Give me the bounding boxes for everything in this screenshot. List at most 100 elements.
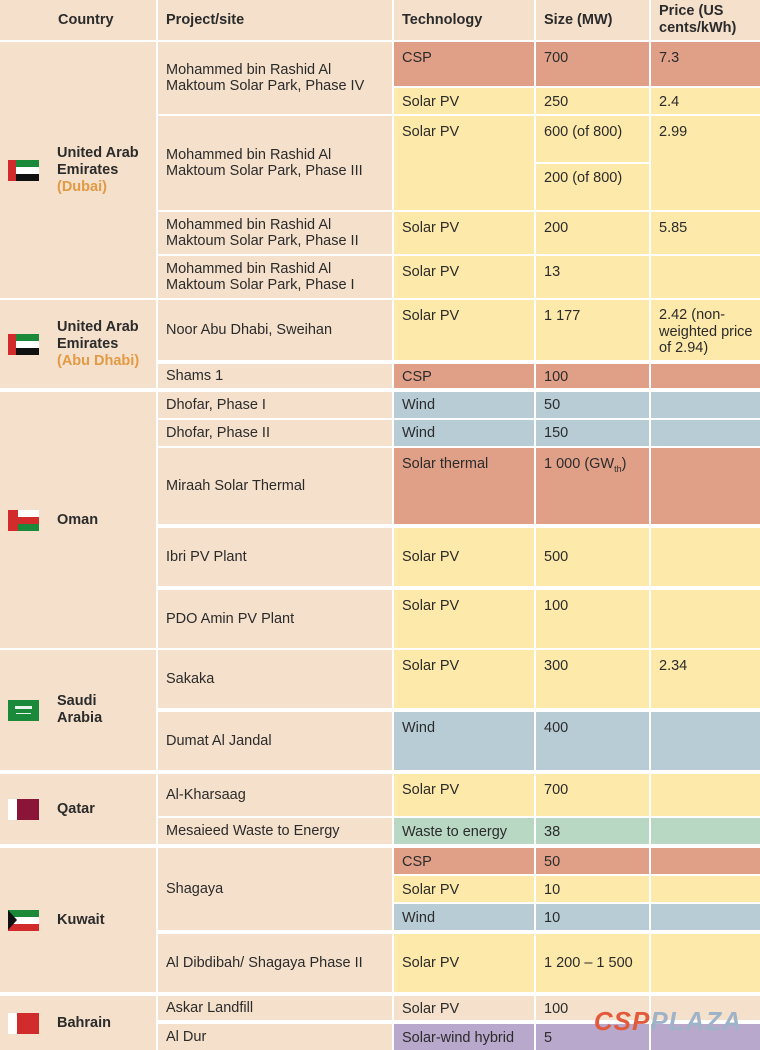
project-cell: Mohammed bin Rashid Al Maktoum Solar Par…	[158, 256, 392, 298]
uae-flag-icon	[8, 333, 39, 355]
price-cell-empty	[651, 420, 760, 446]
size-cell: 200	[536, 212, 649, 254]
project-cell: Al Dibdibah/ Shagaya Phase II	[158, 934, 392, 992]
country-name: Oman	[57, 511, 99, 528]
technology-cell: Solar PV	[394, 116, 534, 210]
size-cell: 100	[536, 590, 649, 648]
price-cell-empty	[651, 528, 760, 586]
size-cell: 5	[536, 1024, 649, 1050]
project-cell: Mesaieed Waste to Energy	[158, 818, 392, 844]
size-value: 1 000 (GW	[544, 456, 615, 472]
header-technology: Technology	[394, 0, 534, 40]
oman-flag-icon	[8, 509, 39, 531]
price-cell: 2.42 (non-weighted price of 2.94)	[651, 300, 760, 360]
size-cell: 600 (of 800)	[536, 116, 649, 162]
technology-cell: Solar PV	[394, 88, 534, 114]
size-cell: 10	[536, 904, 649, 930]
country-subname: (Abu Dhabi)	[57, 352, 140, 369]
project-cell: Sakaka	[158, 650, 392, 708]
country-uae-dubai: United Arab Emirates (Dubai)	[0, 42, 156, 298]
country-saudi-arabia: Saudi Arabia	[0, 650, 156, 770]
header-size: Size (MW)	[536, 0, 649, 40]
price-cell-empty	[651, 590, 760, 648]
size-cell: 400	[536, 712, 649, 770]
price-cell-empty	[651, 876, 760, 902]
size-cell: 150	[536, 420, 649, 446]
project-cell: Dhofar, Phase II	[158, 420, 392, 446]
kuwait-flag-icon	[8, 909, 39, 931]
size-cell: 50	[536, 848, 649, 874]
size-subscript: th	[614, 463, 622, 474]
price-cell: 2.34	[651, 650, 760, 708]
size-cell: 100	[536, 996, 649, 1020]
price-cell-empty	[651, 712, 760, 770]
price-cell-empty	[651, 392, 760, 418]
size-cell: 700	[536, 42, 649, 86]
technology-cell: Solar PV	[394, 300, 534, 360]
price-cell-empty	[651, 848, 760, 874]
watermark-logo: CSPPLAZA	[594, 1006, 742, 1037]
project-cell: Shams 1	[158, 364, 392, 388]
country-bahrain: Bahrain	[0, 996, 156, 1050]
technology-cell: CSP	[394, 42, 534, 86]
size-cell: 1 000 (GWth)	[536, 448, 649, 524]
technology-cell: Solar PV	[394, 528, 534, 586]
project-cell: Askar Landfill	[158, 996, 392, 1020]
size-cell: 300	[536, 650, 649, 708]
technology-cell: Wind	[394, 392, 534, 418]
project-cell: Mohammed bin Rashid Al Maktoum Solar Par…	[158, 42, 392, 114]
country-name: Saudi Arabia	[57, 693, 103, 726]
price-cell-empty	[651, 364, 760, 388]
price-cell: 2.4	[651, 88, 760, 114]
saudi-flag-icon	[8, 699, 39, 721]
technology-cell: Solar-wind hybrid	[394, 1024, 534, 1050]
price-cell-empty	[651, 904, 760, 930]
technology-cell: Wind	[394, 904, 534, 930]
size-cell: 100	[536, 364, 649, 388]
technology-cell: CSP	[394, 364, 534, 388]
size-cell: 500	[536, 528, 649, 586]
price-cell-empty	[651, 256, 760, 298]
header-price: Price (US cents/kWh)	[651, 0, 760, 40]
technology-cell: Solar PV	[394, 590, 534, 648]
technology-cell: Waste to energy	[394, 818, 534, 844]
price-cell-empty	[651, 774, 760, 816]
price-cell-empty	[651, 818, 760, 844]
size-cell: 13	[536, 256, 649, 298]
technology-cell: Solar PV	[394, 774, 534, 816]
technology-cell: Wind	[394, 420, 534, 446]
size-cell: 250	[536, 88, 649, 114]
country-oman: Oman	[0, 392, 156, 648]
country-uae-abu-dhabi: United Arab Emirates (Abu Dhabi)	[0, 300, 156, 388]
price-cell-empty	[651, 448, 760, 524]
project-cell: Noor Abu Dhabi, Sweihan	[158, 300, 392, 360]
project-cell: Dumat Al Jandal	[158, 712, 392, 770]
technology-cell: Solar thermal	[394, 448, 534, 524]
project-cell: Mohammed bin Rashid Al Maktoum Solar Par…	[158, 212, 392, 254]
project-cell: PDO Amin PV Plant	[158, 590, 392, 648]
size-cell: 700	[536, 774, 649, 816]
price-cell-empty	[651, 1024, 760, 1050]
technology-cell: Wind	[394, 712, 534, 770]
price-cell-empty	[651, 934, 760, 992]
price-cell: 7.3	[651, 42, 760, 86]
country-kuwait: Kuwait	[0, 848, 156, 992]
watermark-part2: PLAZA	[650, 1006, 742, 1036]
technology-cell: Solar PV	[394, 256, 534, 298]
header-country: Country	[0, 0, 156, 40]
price-cell-empty	[651, 996, 760, 1020]
project-cell: Al Dur	[158, 1024, 392, 1050]
technology-cell: Solar PV	[394, 212, 534, 254]
country-name: United Arab Emirates	[57, 144, 139, 178]
size-cell: 50	[536, 392, 649, 418]
watermark-part1: CSP	[593, 1006, 651, 1036]
size-cell: 1 177	[536, 300, 649, 360]
header-project: Project/site	[158, 0, 392, 40]
size-cell: 200 (of 800)	[536, 164, 649, 210]
project-cell: Dhofar, Phase I	[158, 392, 392, 418]
project-cell: Mohammed bin Rashid Al Maktoum Solar Par…	[158, 116, 392, 210]
price-cell: 5.85	[651, 212, 760, 254]
country-name: Kuwait	[57, 911, 105, 928]
project-cell: Miraah Solar Thermal	[158, 448, 392, 524]
